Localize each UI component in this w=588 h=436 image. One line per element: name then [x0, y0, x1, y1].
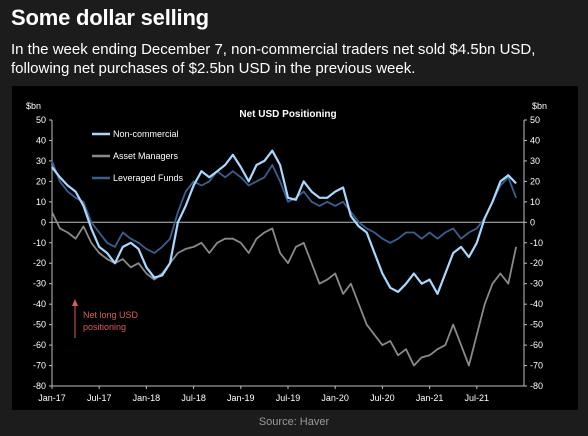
y-tick-label-right: -70 [530, 361, 543, 371]
annotation-text-line-2: positioning [83, 322, 126, 332]
net-long-annotation: Net long USD positioning [72, 299, 139, 338]
y-tick-label-right: 40 [530, 135, 540, 145]
y-tick-label-right: -20 [530, 258, 543, 268]
y-tick-label-left: -70 [33, 361, 46, 371]
y-tick-label-right: 20 [530, 176, 540, 186]
y-tick-label-left: -80 [33, 381, 46, 391]
series-line-asset-managers [51, 211, 517, 367]
legend-label-non-commercial: Non-commercial [113, 129, 179, 139]
y-tick-label-left: 10 [36, 197, 46, 207]
x-tick-label: Jan-20 [321, 393, 349, 403]
y-tick-label-right: -40 [530, 299, 543, 309]
net-usd-positioning-chart: Net USD Positioning $bn $bn 50 40 30 20 10 0 -… [26, 101, 547, 403]
y-tick-label-right: -30 [530, 279, 543, 289]
x-tick-label: Jul-18 [181, 393, 206, 403]
y-axis-right: 50 40 30 20 10 0 -10 -20 -30 -40 -50 -60 -70 -80 [524, 115, 543, 391]
x-tick-label: Jan-17 [38, 393, 66, 403]
y-tick-label-left: -40 [33, 299, 46, 309]
series-lines [51, 149, 517, 367]
chart-title: Net USD Positioning [239, 109, 336, 120]
annotation-arrow-head [72, 299, 78, 306]
y-tick-label-right: 50 [530, 115, 540, 125]
x-tick-label: Jul-17 [87, 393, 112, 403]
annotation-text-line-1: Net long USD [83, 310, 139, 320]
y-tick-label-left: -20 [33, 258, 46, 268]
y-tick-label-right: -60 [530, 340, 543, 350]
y-tick-label-left: 30 [36, 156, 46, 166]
y-tick-label-right: 30 [530, 156, 540, 166]
y-axis-label-right: $bn [532, 101, 547, 111]
y-tick-label-left: -60 [33, 340, 46, 350]
y-tick-label-left: 20 [36, 176, 46, 186]
y-tick-label-right: 10 [530, 197, 540, 207]
source-note: Source: Haver [258, 416, 330, 428]
page-subtitle: In the week ending December 7, non-comme… [11, 41, 536, 77]
y-tick-label-left: 0 [41, 217, 46, 227]
legend-label-leveraged-funds: Leveraged Funds [113, 173, 184, 183]
y-tick-label-right: -10 [530, 238, 543, 248]
y-tick-label-left: 40 [36, 135, 46, 145]
x-tick-label: Jan-19 [227, 393, 255, 403]
y-tick-label-left: -30 [33, 279, 46, 289]
y-tick-label-left: 50 [36, 115, 46, 125]
page-headline: Some dollar selling [11, 5, 209, 30]
y-axis-label-left: $bn [26, 101, 41, 111]
series-line-non-commercial [51, 149, 517, 295]
series-line-leveraged-funds [51, 160, 517, 254]
y-tick-label-left: -50 [33, 320, 46, 330]
y-axis-left: 50 40 30 20 10 0 -10 -20 -30 -40 -50 -60 -70 -80 [33, 115, 52, 391]
chart-panel: Net USD Positioning $bn $bn 50 40 30 20 10 0 -… [12, 86, 578, 410]
x-axis: Jan-17 Jul-17 Jan-18 Jul-18 Jan-19 Jul-19 Jan-… [38, 386, 489, 403]
y-tick-label-right: -80 [530, 381, 543, 391]
x-tick-label: Jul-19 [276, 393, 301, 403]
x-tick-label: Jul-20 [370, 393, 395, 403]
y-tick-label-right: -50 [530, 320, 543, 330]
legend-label-asset-managers: Asset Managers [113, 151, 179, 161]
legend: Non-commercial Asset Managers Leveraged … [92, 129, 184, 183]
x-tick-label: Jan-21 [416, 393, 444, 403]
x-tick-label: Jan-18 [133, 393, 161, 403]
y-tick-label-left: -10 [33, 238, 46, 248]
x-tick-label: Jul-21 [465, 393, 490, 403]
y-tick-label-right: 0 [530, 217, 535, 227]
